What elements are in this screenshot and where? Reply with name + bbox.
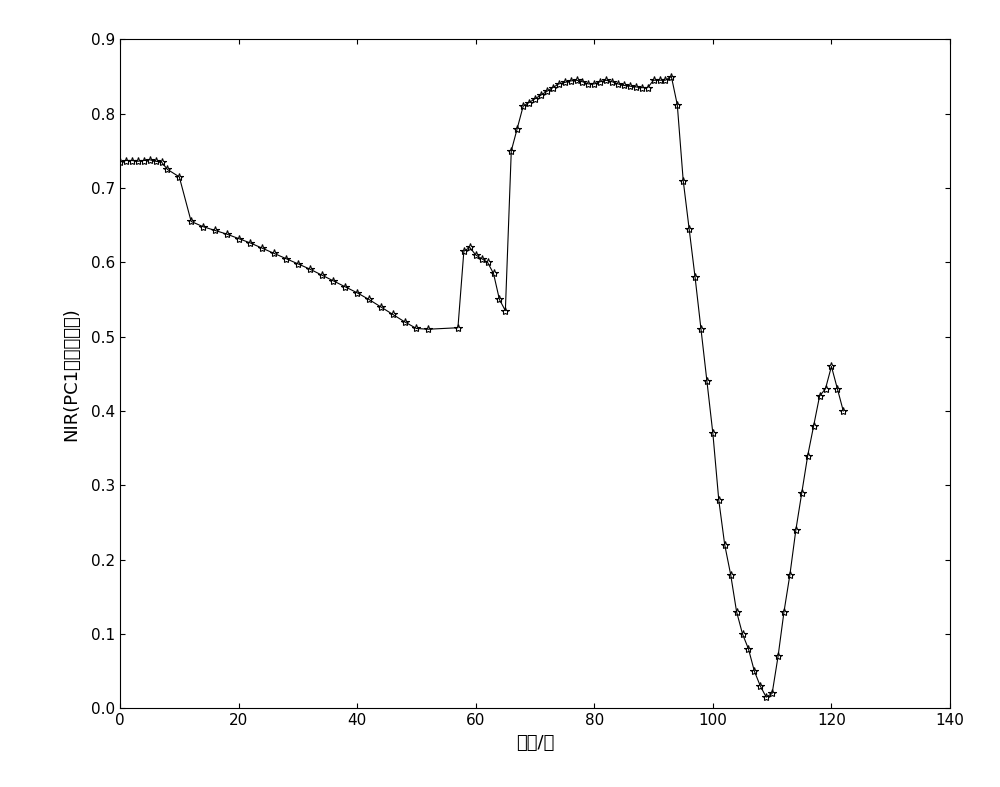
X-axis label: 时间/分: 时间/分: [516, 733, 554, 752]
Y-axis label: NIR(PC1得分百分比): NIR(PC1得分百分比): [62, 307, 80, 441]
